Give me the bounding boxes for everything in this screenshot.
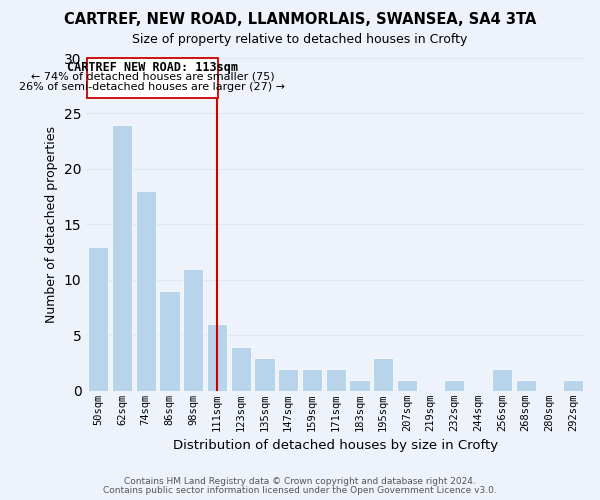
Bar xyxy=(278,368,298,391)
Bar xyxy=(445,380,464,391)
Text: CARTREF, NEW ROAD, LLANMORLAIS, SWANSEA, SA4 3TA: CARTREF, NEW ROAD, LLANMORLAIS, SWANSEA,… xyxy=(64,12,536,28)
Text: Size of property relative to detached houses in Crofty: Size of property relative to detached ho… xyxy=(133,32,467,46)
Bar xyxy=(302,368,322,391)
X-axis label: Distribution of detached houses by size in Crofty: Distribution of detached houses by size … xyxy=(173,440,498,452)
Bar xyxy=(207,324,227,391)
Text: ← 74% of detached houses are smaller (75): ← 74% of detached houses are smaller (75… xyxy=(31,72,274,82)
Bar xyxy=(326,368,346,391)
Text: Contains HM Land Registry data © Crown copyright and database right 2024.: Contains HM Land Registry data © Crown c… xyxy=(124,477,476,486)
Bar xyxy=(492,368,512,391)
Y-axis label: Number of detached properties: Number of detached properties xyxy=(45,126,58,323)
Text: CARTREF NEW ROAD: 113sqm: CARTREF NEW ROAD: 113sqm xyxy=(67,62,238,74)
Bar xyxy=(515,380,536,391)
Bar xyxy=(112,124,132,391)
Bar xyxy=(397,380,417,391)
FancyBboxPatch shape xyxy=(87,58,218,98)
Text: 26% of semi-detached houses are larger (27) →: 26% of semi-detached houses are larger (… xyxy=(19,82,286,92)
Text: Contains public sector information licensed under the Open Government Licence v3: Contains public sector information licen… xyxy=(103,486,497,495)
Bar xyxy=(183,269,203,391)
Bar xyxy=(373,358,393,391)
Bar xyxy=(136,191,156,391)
Bar xyxy=(349,380,370,391)
Bar xyxy=(563,380,583,391)
Bar xyxy=(160,291,179,391)
Bar xyxy=(254,358,275,391)
Bar xyxy=(230,346,251,391)
Bar xyxy=(88,246,108,391)
